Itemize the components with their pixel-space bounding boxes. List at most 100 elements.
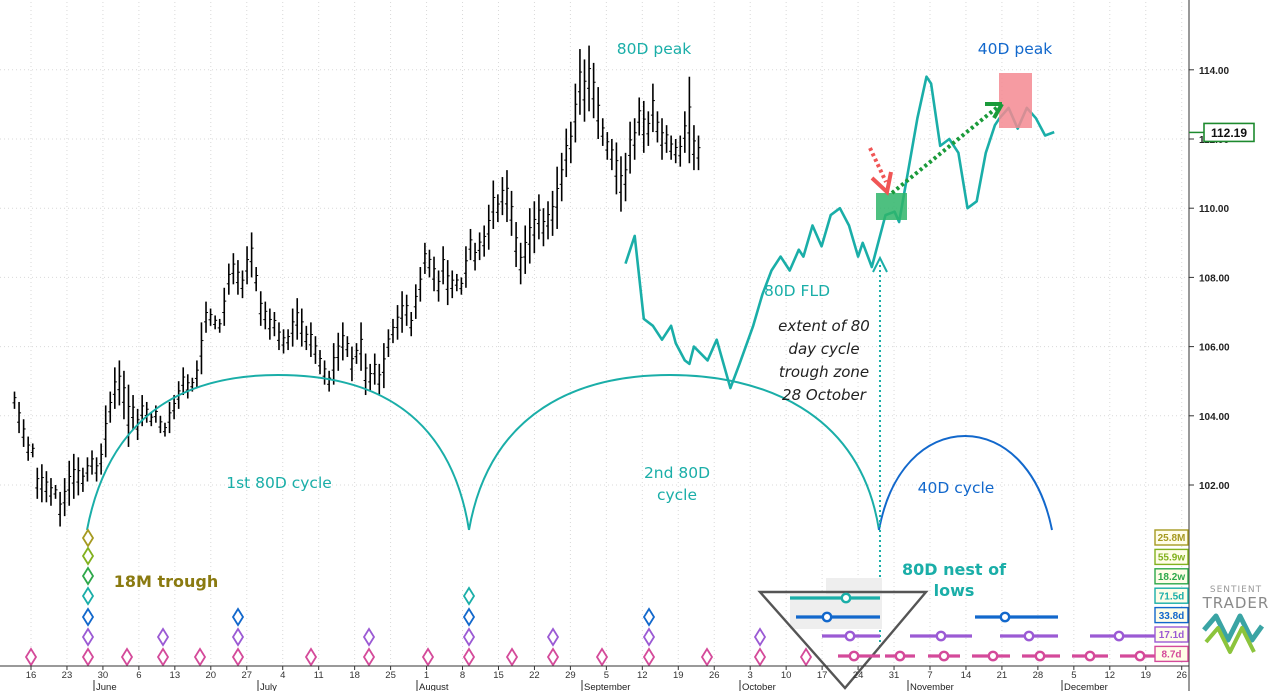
price-bar [94,457,99,482]
cycle-projection-bar [1090,630,1155,642]
price-bar [99,443,104,475]
month-label: September [584,682,630,691]
price-bar [67,460,72,506]
price-bar [523,225,528,274]
x-tick-label: 26 [709,670,720,681]
chart-grid [0,2,1189,666]
cycle-period-badge: 33.8d [1154,606,1189,624]
price-bar [628,121,633,174]
price-bar [21,419,26,447]
x-tick-label: 14 [961,670,972,681]
x-tick-label: 26 [1176,670,1187,681]
price-bar [304,325,309,351]
cycle-projection-bar [822,630,880,642]
cycle-period-badge: 25.8M [1154,529,1189,546]
price-bar [427,249,432,278]
price-bar [276,322,281,351]
cycle-diamond [753,647,767,667]
price-bar [299,308,304,347]
price-bar [650,83,655,133]
price-bar [596,87,601,139]
x-tick-label: 10 [781,670,792,681]
price-bar [468,228,473,261]
price-bar [550,190,555,236]
cycle-projection-bar [885,650,915,662]
cycle-diamond [156,627,170,647]
price-bar [331,343,336,385]
price-bar [121,370,126,420]
price-bar [646,111,651,146]
price-bar [486,204,491,250]
price-bar [395,305,400,340]
x-tick-label: 1 [424,670,429,681]
label-fld: 80D FLD [764,282,830,300]
cycle-projection-bar [838,650,880,662]
price-bar [349,346,354,382]
price-bar [17,401,22,434]
price-bar [181,367,186,396]
label-18m-trough: 18M trough [114,572,219,591]
cycle-diamond [505,647,519,667]
cycle-diamond [642,647,656,667]
x-tick-label: 23 [62,670,73,681]
price-bar [637,97,642,136]
price-bar [185,374,190,399]
price-bar [345,336,350,357]
price-bar [85,457,90,482]
x-tick-label: 3 [748,670,753,681]
price-bar [235,260,240,295]
month-label: December [1064,682,1108,691]
nest-of-lows [757,578,1155,690]
decline-arrow [868,147,888,183]
cycle-diamond [193,647,207,667]
price-bar [108,391,113,423]
price-bar [454,273,459,292]
price-bar [12,391,17,409]
x-tick-label: 18 [349,670,360,681]
month-label: July [260,682,277,691]
label-nest-of-lows: 80D nest of [902,560,1007,579]
price-bar [258,291,263,326]
price-bar [112,367,117,409]
cycle-diamond [120,647,134,667]
cycle-diamond [546,647,560,667]
price-bar [564,128,569,178]
y-tick-label: 110.00 [1199,204,1229,215]
price-bar [208,308,213,326]
logo-text-trader: TRADER [1202,594,1270,612]
fld-line [624,75,1055,390]
cycle-arches [86,373,1053,531]
cycle-period-label: 18.2w [1158,572,1185,583]
x-tick-label: 12 [1105,670,1116,681]
price-bar [623,152,628,202]
y-tick-label: 104.00 [1199,412,1230,423]
price-bar [532,201,537,254]
label-cycle-40d: 40D cycle [918,479,995,497]
x-tick-label: 27 [241,670,252,681]
price-bar [144,401,149,423]
price-bar [162,422,167,437]
cycle-projection-bar [972,650,1010,662]
y-tick-label: 114.00 [1199,66,1229,77]
cycle-diamond [642,627,656,647]
price-bar [359,322,364,371]
cycle-diamond [462,647,476,667]
label-extent-note: day cycle [788,340,859,358]
price-bar [527,208,532,264]
cycle-arch-1 [86,373,470,531]
x-tick-label: 25 [385,670,396,681]
price-bar [618,156,623,212]
price-bar [71,453,76,499]
last-price-label: 112.19 [1211,126,1247,140]
price-bar [386,329,391,357]
price-bar [518,242,523,285]
price-bar [30,443,35,458]
price-bar [546,201,551,240]
price-bar [691,125,696,171]
cycle-diamond [304,647,318,667]
cycle-diamond [24,647,38,667]
cycle-diamond [462,627,476,647]
cycle-period-label: 25.8M [1158,533,1186,544]
logo-mark [1204,626,1256,654]
price-bar [290,308,295,347]
